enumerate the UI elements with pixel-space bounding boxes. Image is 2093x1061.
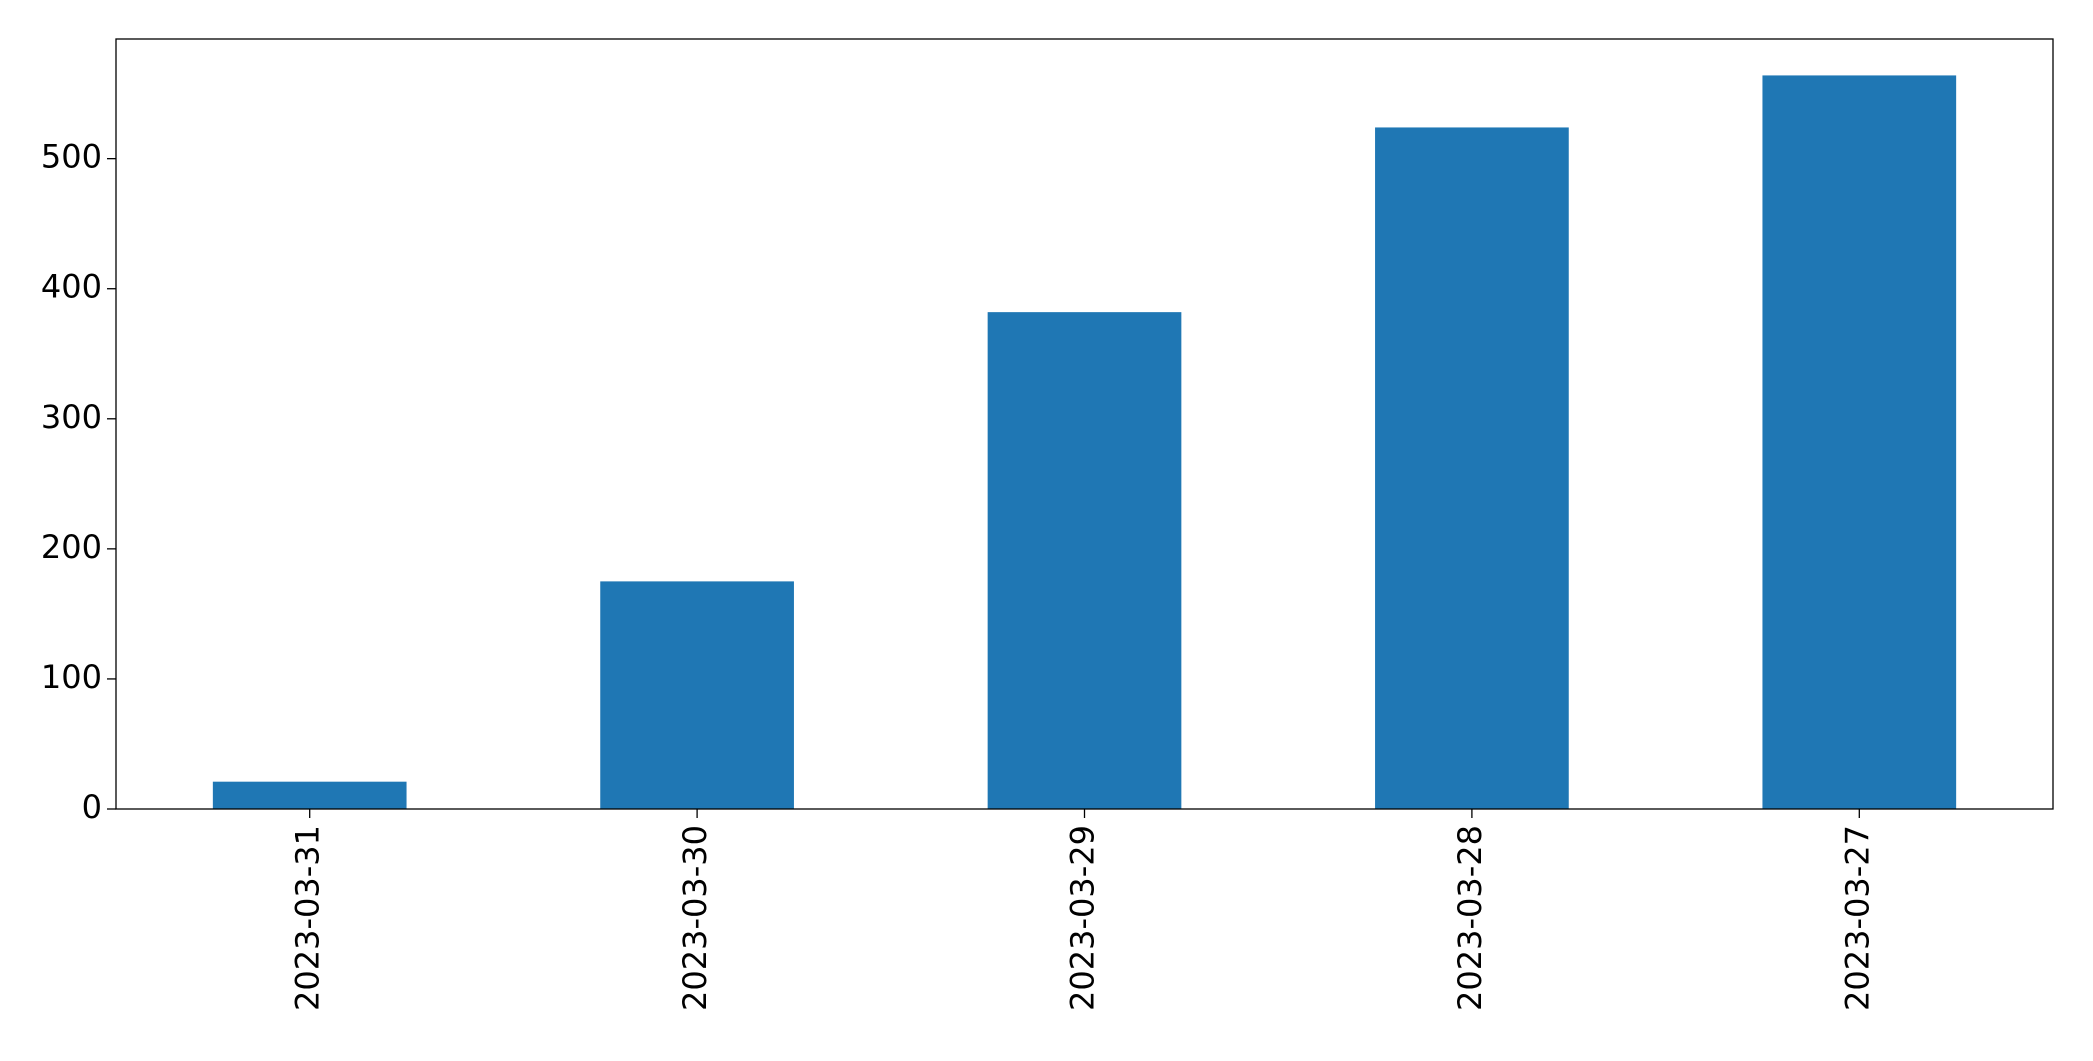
bar	[1762, 75, 1957, 809]
y-tick-label: 200	[41, 528, 102, 566]
y-tick-label: 400	[41, 268, 102, 306]
bar	[212, 781, 407, 809]
x-tick-label: 2023-03-27	[1838, 825, 1876, 1011]
x-tick-label: 2023-03-30	[676, 825, 714, 1011]
y-tick-label: 100	[41, 658, 102, 696]
x-tick-label: 2023-03-29	[1064, 825, 1102, 1011]
plot-frame	[115, 38, 2054, 810]
bar	[1375, 127, 1569, 810]
y-tick-label: 300	[41, 398, 102, 436]
x-tick-label: 2023-03-31	[289, 825, 327, 1011]
y-tick-label: 500	[41, 138, 102, 176]
y-tick-label: 0	[82, 788, 102, 826]
bar	[987, 312, 1182, 809]
bar	[600, 581, 794, 809]
x-tick-label: 2023-03-28	[1451, 825, 1489, 1011]
